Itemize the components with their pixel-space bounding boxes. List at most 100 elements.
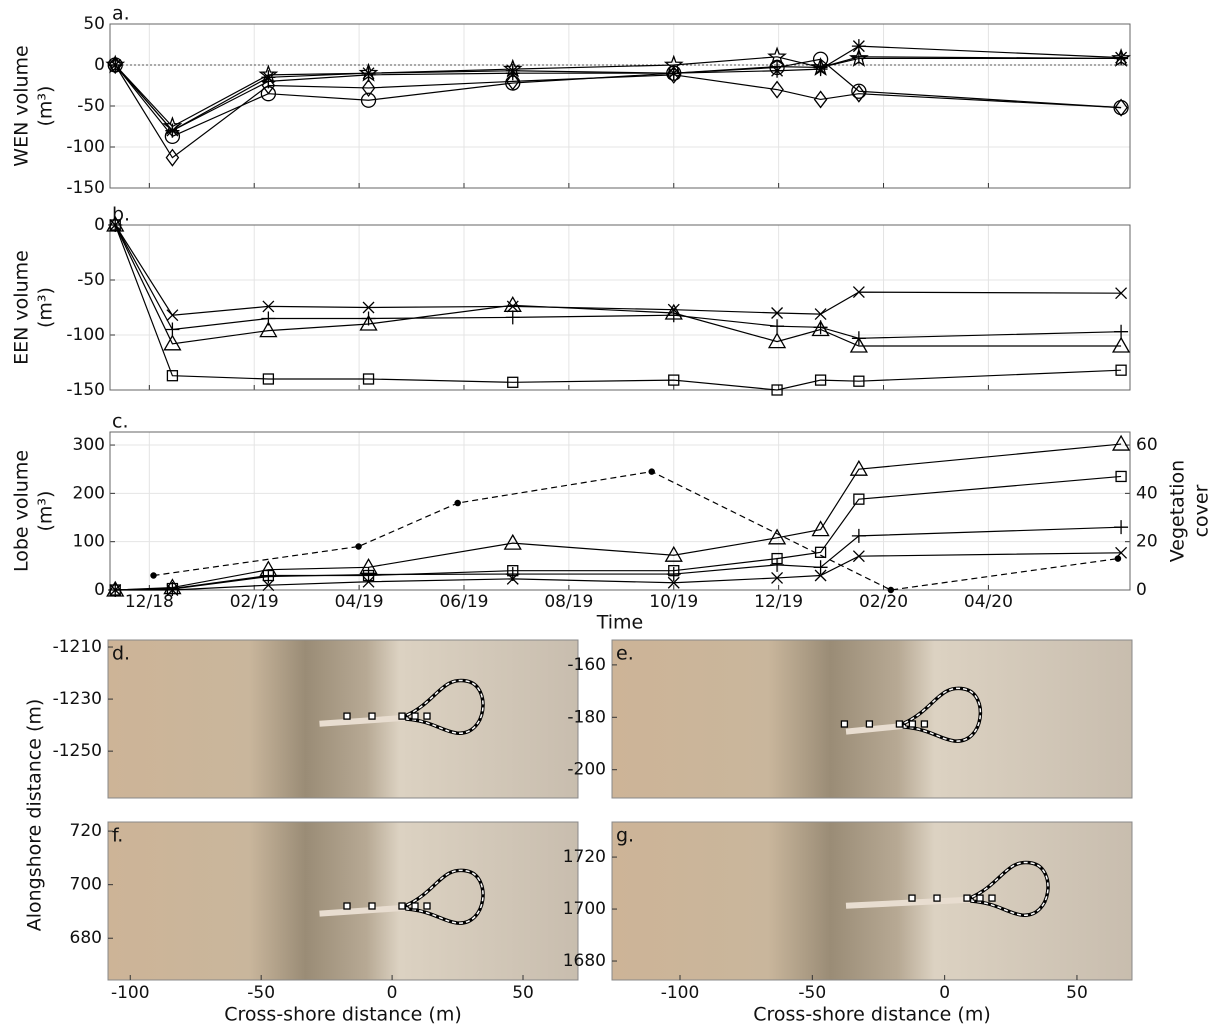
- marker: [503, 533, 522, 550]
- y-tick-label: -100: [66, 137, 105, 157]
- y2-axis-label: Vegetation: [1167, 460, 1189, 562]
- marker: [108, 58, 123, 72]
- x-axis-label: Time: [596, 612, 644, 634]
- panel-label: d.: [112, 643, 130, 665]
- marker: [507, 376, 519, 388]
- marker: [261, 74, 276, 89]
- axes-frame: [109, 431, 1131, 591]
- y-axis-label: WEN volume: [11, 45, 33, 166]
- survey-point: [398, 902, 406, 910]
- marker: [262, 579, 275, 592]
- marker: [262, 373, 275, 385]
- series-line: [115, 552, 1122, 591]
- aerial-image: [108, 822, 578, 980]
- y-tick-label: -200: [567, 760, 606, 780]
- marker: [648, 468, 655, 475]
- survey-point: [933, 894, 941, 902]
- y-tick-label: -1210: [53, 637, 102, 657]
- x-tick-label: 06/19: [439, 592, 488, 612]
- survey-point: [411, 712, 419, 720]
- series-line: [115, 443, 1122, 591]
- panel-label: c.: [112, 411, 129, 433]
- survey-point: [343, 902, 351, 910]
- lobe-outline: [406, 679, 484, 734]
- marker: [109, 584, 122, 596]
- axes-frame: [109, 23, 1131, 189]
- marker: [666, 567, 681, 582]
- x-axis-label: Cross-shore distance (m): [753, 1004, 991, 1025]
- y-tick-label: -100: [66, 325, 105, 345]
- axes-frame: [611, 639, 1133, 799]
- marker: [770, 80, 784, 99]
- marker: [1115, 364, 1127, 376]
- series-line: [114, 224, 1122, 339]
- y-tick-label: 50: [83, 14, 105, 34]
- y-tick-label: -150: [66, 178, 105, 198]
- marker: [814, 569, 827, 582]
- marker: [664, 545, 683, 562]
- series-line: [115, 526, 1122, 591]
- x-tick-label: 12/18: [125, 592, 174, 612]
- y-tick-label: 300: [73, 435, 105, 455]
- marker: [666, 65, 681, 84]
- marker: [767, 528, 787, 545]
- marker: [851, 83, 867, 99]
- y-axis-label: (m³): [35, 86, 57, 127]
- marker: [1111, 336, 1131, 353]
- marker: [811, 520, 830, 537]
- marker: [1114, 324, 1129, 339]
- x-tick-label: 02/19: [230, 592, 279, 612]
- marker: [360, 92, 377, 108]
- y-axis-label: Lobe volume: [11, 450, 33, 572]
- marker: [1114, 51, 1129, 66]
- marker: [887, 586, 895, 594]
- y-tick-label: 720: [70, 821, 102, 841]
- marker: [165, 582, 180, 597]
- lobe-outline: [406, 869, 484, 924]
- marker: [1115, 470, 1127, 483]
- marker: [814, 308, 827, 321]
- marker: [362, 301, 375, 314]
- marker: [150, 572, 157, 579]
- y-tick-label: 200: [73, 483, 105, 503]
- marker: [505, 310, 520, 325]
- marker: [163, 334, 182, 351]
- survey-point: [398, 712, 406, 720]
- y-tick-label: -180: [567, 707, 606, 727]
- marker: [770, 59, 785, 74]
- y-axis-label: (m³): [35, 287, 57, 328]
- survey-point: [368, 902, 376, 910]
- y2-tick-label: 60: [1136, 435, 1158, 455]
- x-tick-label: 08/19: [544, 592, 593, 612]
- x-tick-label: 50: [512, 983, 534, 1003]
- x-tick-label: 04/19: [335, 592, 384, 612]
- y2-tick-label: 0: [1136, 580, 1147, 600]
- x-tick-label: 50: [1066, 983, 1088, 1003]
- marker: [261, 569, 276, 584]
- marker: [668, 374, 680, 386]
- channel: [319, 714, 413, 727]
- plot-area: [110, 225, 1130, 390]
- series-line: [114, 224, 1122, 391]
- axes-frame: [611, 821, 1133, 981]
- y-tick-label: 0: [94, 580, 105, 600]
- axes-frame: [107, 821, 579, 981]
- marker: [362, 373, 375, 385]
- marker: [666, 66, 681, 81]
- marker: [505, 66, 520, 81]
- marker: [505, 72, 520, 91]
- marker: [1114, 520, 1129, 535]
- survey-point: [840, 720, 849, 728]
- marker: [852, 286, 865, 299]
- x-tick-label: 0: [939, 983, 950, 1003]
- marker: [1114, 98, 1128, 117]
- x-tick-label: -100: [661, 983, 700, 1003]
- x-tick-label: 0: [387, 983, 398, 1003]
- marker: [813, 90, 828, 109]
- series-line: [114, 56, 1122, 128]
- series-line: [114, 64, 1122, 159]
- marker: [814, 374, 827, 386]
- marker: [1115, 287, 1128, 300]
- aerial-image: [108, 640, 578, 798]
